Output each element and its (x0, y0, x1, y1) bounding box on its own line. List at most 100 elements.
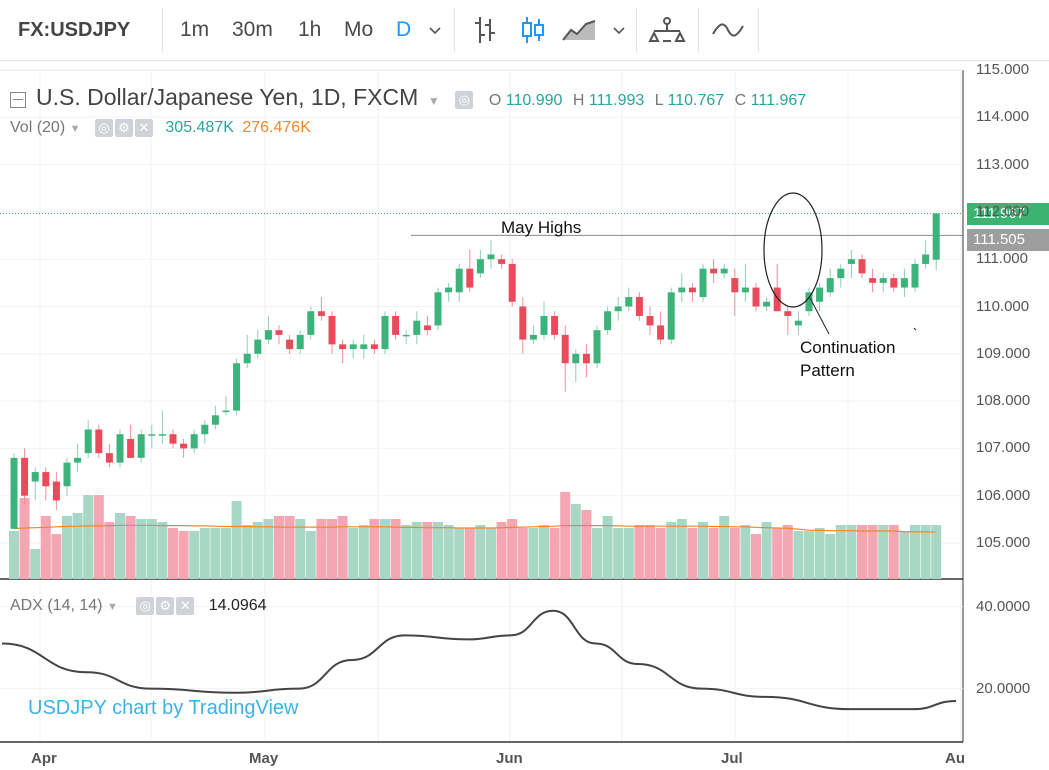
candle-body (201, 424, 209, 435)
interval-30m[interactable]: 30m (232, 18, 273, 41)
interval-1m[interactable]: 1m (180, 18, 210, 41)
volume-legend: Vol (20) ▼ ◎ ⚙ ✕ 305.487K 276.476K (10, 119, 311, 137)
volume-bar (72, 513, 83, 579)
volume-bar (93, 495, 104, 579)
compare-icon[interactable] (712, 0, 744, 60)
candle-body (158, 434, 166, 436)
volume-bar (814, 528, 825, 579)
candle-body (826, 278, 834, 293)
chevron-down-icon[interactable]: ▼ (106, 601, 118, 614)
candle-body (657, 325, 665, 340)
interval-month[interactable]: Mo (344, 18, 374, 41)
price-tick-label: 113.000 (976, 155, 1030, 173)
candle-body (423, 325, 431, 331)
volume-bar (793, 531, 804, 579)
volume-bar (274, 516, 284, 579)
volume-bar (549, 528, 560, 579)
candle-body (900, 278, 908, 288)
volume-bar (284, 516, 295, 579)
candlestick-icon[interactable] (520, 0, 546, 60)
candle-body (784, 311, 792, 316)
candle-body (148, 434, 156, 436)
candle-body (360, 344, 368, 350)
volume-bar (295, 519, 306, 579)
volume-value: 305.487K (165, 119, 234, 137)
candle-body (84, 429, 92, 454)
volume-bar (804, 531, 814, 579)
eye-icon[interactable]: ◎ (455, 90, 474, 109)
candle-body (508, 263, 516, 302)
candle-body (519, 306, 527, 340)
symbol-search[interactable]: FX:USDJPY (18, 18, 131, 41)
volume-bar (486, 528, 496, 579)
volume-bar (867, 525, 878, 579)
candle-body (476, 259, 484, 274)
candle-body (879, 278, 887, 283)
watermark[interactable]: USDJPY chart by TradingView (28, 697, 299, 719)
interval-day[interactable]: D (396, 18, 412, 41)
candle-body (392, 315, 400, 335)
candle-body (710, 268, 718, 274)
volume-bar (878, 525, 889, 579)
close-icon[interactable]: ✕ (134, 119, 153, 137)
candle-body (858, 259, 866, 274)
horizontal-line-tag: 111.505 (967, 229, 1049, 251)
volume-bar (581, 510, 592, 579)
low-value: 110.767 (667, 92, 725, 109)
candle-body (699, 268, 707, 298)
volume-bar (348, 528, 359, 579)
volume-bar (623, 528, 634, 579)
volume-bar (136, 519, 147, 579)
interval-1h[interactable]: 1h (298, 18, 322, 41)
price-tick-label: 107.000 (976, 439, 1031, 457)
volume-bar (835, 525, 846, 579)
candle-body (794, 320, 802, 326)
eye-icon[interactable]: ◎ (94, 119, 113, 137)
volume-bar (411, 522, 422, 579)
chart-canvas[interactable] (0, 60, 1049, 770)
candle-body (678, 287, 686, 293)
volume-bar (231, 501, 242, 579)
volume-bar (634, 525, 645, 579)
legend-collapse-icon[interactable] (10, 91, 26, 108)
volume-bar (931, 525, 942, 579)
high-label: H (572, 92, 585, 109)
candle-body (604, 311, 612, 331)
indicators-icon[interactable] (648, 0, 686, 60)
price-tick-label: 106.000 (976, 486, 1031, 504)
candle-body (42, 472, 50, 487)
gear-icon[interactable]: ⚙ (114, 119, 133, 137)
chevron-down-icon[interactable] (428, 0, 442, 60)
price-tick-label: 108.000 (976, 392, 1031, 410)
continuation-ellipse (763, 192, 823, 308)
volume-bar (104, 522, 115, 579)
volume-bar (751, 534, 761, 579)
candle-body (593, 330, 601, 364)
volume-bar (857, 525, 867, 579)
candle-body (31, 472, 39, 482)
volume-bar (305, 531, 316, 579)
bar-chart-icon[interactable] (472, 0, 498, 60)
adx-tick-label: 40.0000 (976, 597, 1031, 615)
volume-bar (433, 522, 443, 579)
candle-body (763, 301, 771, 307)
volume-bar (390, 519, 401, 579)
volume-bar (178, 531, 189, 579)
price-tick-label: 112.000 (976, 202, 1030, 220)
continuation-label-line2: Pattern (800, 361, 855, 380)
gear-icon[interactable]: ⚙ (156, 597, 175, 615)
volume-bar (910, 525, 920, 579)
volume-bar (168, 528, 178, 579)
volume-bar (115, 513, 125, 579)
candle-body (307, 311, 315, 335)
volume-bar (761, 522, 772, 579)
volume-bar (199, 528, 210, 579)
open-label: O (488, 92, 502, 109)
chevron-down-icon[interactable]: ▼ (427, 94, 440, 108)
area-chart-icon[interactable] (562, 0, 596, 60)
chevron-down-icon[interactable]: ▼ (69, 123, 81, 136)
eye-icon[interactable]: ◎ (136, 597, 155, 615)
close-icon[interactable]: ✕ (176, 597, 195, 615)
chevron-down-icon[interactable] (612, 0, 626, 60)
candle-body (254, 339, 262, 354)
